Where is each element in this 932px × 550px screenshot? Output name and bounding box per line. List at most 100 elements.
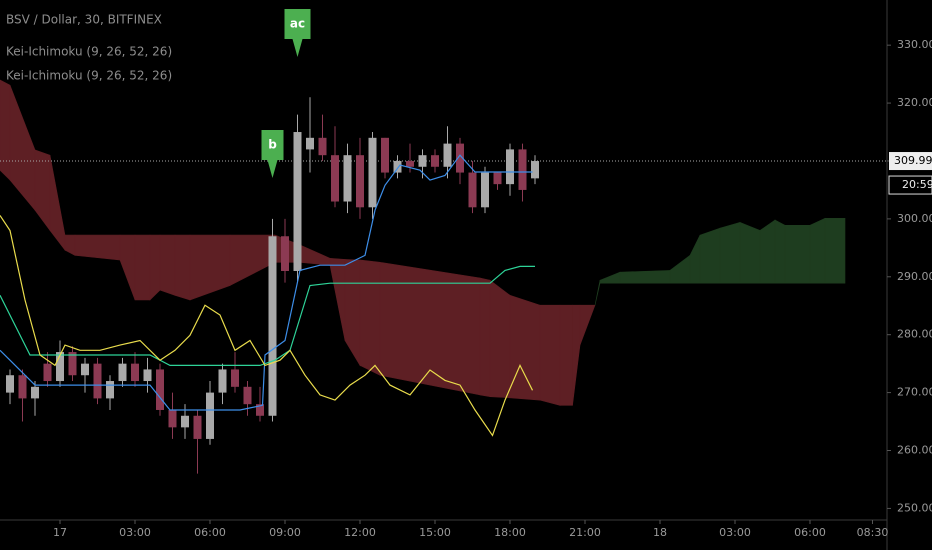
cloud-fill: [489, 279, 511, 399]
candle-body: [6, 375, 14, 393]
marker-label: ac: [290, 17, 305, 31]
candle-body: [443, 143, 452, 167]
candle-body: [231, 369, 239, 387]
x-tick-label: 17: [53, 526, 67, 539]
y-tick-label: 270.000: [897, 386, 932, 399]
candle-body: [31, 386, 39, 399]
candle-body: [456, 143, 464, 173]
candle-body: [256, 404, 264, 416]
candle-body: [481, 172, 489, 208]
cloud-fill: [784, 224, 811, 284]
candle-body: [368, 137, 377, 208]
x-tick-label: 08:30: [857, 526, 889, 539]
candle-body: [356, 155, 364, 208]
candle-body: [318, 137, 327, 156]
indicator-line: [0, 154, 533, 411]
x-tick-label: 12:00: [344, 526, 376, 539]
cloud-fill: [174, 234, 191, 301]
x-tick-label: 15:00: [419, 526, 451, 539]
cloud-fill: [539, 304, 561, 406]
candle-body: [431, 155, 439, 167]
candle-body: [506, 149, 514, 185]
y-tick-label: 280.000: [897, 328, 932, 341]
candle-body: [106, 381, 114, 399]
cloud-fill: [379, 261, 481, 396]
x-tick-label: 21:00: [569, 526, 601, 539]
candle-body: [68, 352, 77, 376]
indicator-label: Kei-Ichimoku (9, 26, 52, 26): [6, 69, 172, 83]
plot-area: [0, 79, 887, 474]
candle-body: [493, 172, 502, 185]
symbol-title: BSV / Dollar, 30, BITFINEX: [6, 13, 162, 27]
x-tick-label: 03:00: [119, 526, 151, 539]
cloud-fill: [824, 218, 846, 284]
y-tick-label: 300.000: [897, 212, 932, 225]
countdown-box: [888, 175, 932, 195]
y-tick-label: 290.000: [897, 270, 932, 283]
candle-body: [81, 363, 89, 376]
cloud-fill: [359, 259, 381, 376]
marker-callout: [284, 9, 311, 57]
signal-marker: b: [261, 130, 284, 178]
candle-body: [156, 369, 164, 410]
candle-body: [193, 415, 202, 439]
candle-body: [468, 172, 477, 208]
candle-body: [518, 149, 527, 190]
candle-body: [181, 415, 189, 428]
candle-body: [268, 236, 277, 416]
cloud-fill: [509, 294, 541, 401]
candle-body: [168, 409, 177, 428]
x-tick-label: 18: [653, 526, 667, 539]
y-tick-label: 330.000: [897, 38, 932, 51]
x-tick-label: 09:00: [269, 526, 301, 539]
candle-body: [418, 155, 427, 167]
indicator-line: [0, 215, 534, 437]
y-tick-label: 320.000: [897, 96, 932, 109]
candle-body: [18, 375, 27, 399]
candle-body: [293, 132, 302, 272]
candle-body: [393, 160, 402, 173]
x-tick-label: 18:00: [494, 526, 526, 539]
countdown-label: 20:59: [902, 178, 932, 191]
cloud-fill: [699, 227, 721, 284]
candle-body: [43, 363, 52, 382]
candle-body: [343, 155, 352, 202]
last-price-box: [889, 152, 932, 171]
candle-body: [281, 236, 289, 272]
candle-body: [406, 160, 414, 167]
candle-body: [131, 363, 139, 382]
cloud-fill: [739, 221, 761, 284]
x-tick-label: 06:00: [794, 526, 826, 539]
indicator-label: Kei-Ichimoku (9, 26, 52, 26): [6, 45, 172, 59]
cloud-fill: [0, 79, 11, 181]
candle-body: [206, 392, 214, 439]
cloud-fill: [619, 270, 671, 284]
x-tick-label: 06:00: [194, 526, 226, 539]
cloud-fill: [759, 219, 776, 284]
cloud-fill: [479, 277, 491, 398]
candle-body: [331, 155, 339, 202]
candle-body: [381, 137, 389, 173]
marker-label: b: [268, 138, 277, 152]
candle-body: [118, 363, 127, 382]
y-tick-label: 260.000: [897, 444, 932, 457]
cloud-fill: [809, 217, 826, 284]
last-price-label: 309.990: [894, 154, 932, 167]
candle-body: [56, 352, 64, 382]
cloud-fill: [719, 221, 741, 284]
candle-body: [306, 137, 314, 150]
y-tick-label: 250.000: [897, 501, 932, 514]
x-tick-label: 03:00: [719, 526, 751, 539]
signal-marker: ac: [284, 9, 311, 57]
candle-body: [243, 386, 252, 405]
cloud-fill: [149, 234, 161, 301]
cloud-fill: [579, 304, 596, 346]
marker-callout: [261, 130, 284, 178]
cloud-fill: [559, 304, 573, 406]
candle-body: [143, 369, 152, 382]
cloud-fill: [159, 234, 176, 296]
cloud-fill: [774, 219, 786, 284]
candle-body: [531, 161, 539, 179]
cloud-fill: [74, 234, 121, 261]
